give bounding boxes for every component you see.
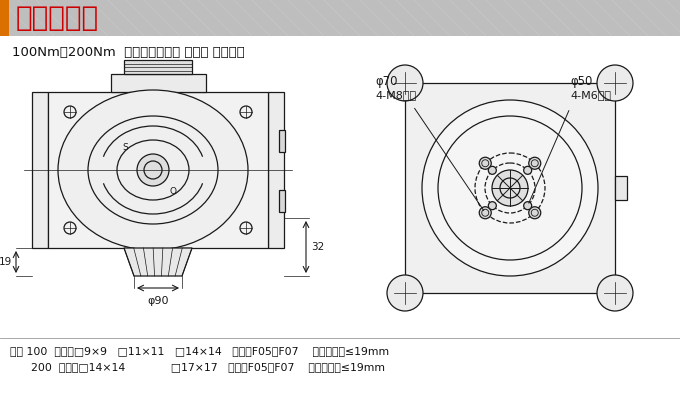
Circle shape: [597, 275, 633, 311]
Circle shape: [387, 275, 423, 311]
Bar: [0, 0, 9, 36]
Bar: [124, 60, 192, 74]
Text: 安装示意图: 安装示意图: [16, 4, 99, 32]
Bar: [0, 0, 680, 36]
Text: 19: 19: [0, 257, 12, 267]
Text: 4-M6均布: 4-M6均布: [570, 90, 611, 100]
Polygon shape: [124, 248, 192, 276]
Circle shape: [529, 207, 541, 219]
Text: φ50: φ50: [570, 75, 592, 88]
Circle shape: [524, 166, 532, 174]
Ellipse shape: [58, 90, 248, 250]
Bar: [405, 83, 615, 293]
Text: φ70: φ70: [375, 75, 398, 88]
Bar: [279, 190, 285, 212]
Bar: [32, 92, 48, 248]
Bar: [615, 176, 627, 200]
Text: 100Nm、200Nm  防爆电动执行器 直装式 外形尺寸: 100Nm、200Nm 防爆电动执行器 直装式 外形尺寸: [12, 45, 245, 58]
Text: φ90: φ90: [148, 296, 169, 306]
Circle shape: [488, 166, 496, 174]
Text: 32: 32: [311, 242, 324, 252]
Circle shape: [529, 157, 541, 169]
Circle shape: [137, 154, 169, 186]
Text: 200  四方：□14×14             □17×17   法兰：F05、F07    阀杆：高度≤19mm: 200 四方：□14×14 □17×17 法兰：F05、F07 阀杆：高度≤19…: [10, 362, 385, 372]
Bar: [279, 130, 285, 152]
Bar: [48, 92, 268, 248]
Circle shape: [524, 202, 532, 210]
Bar: [110, 74, 205, 92]
Circle shape: [422, 100, 598, 276]
Circle shape: [387, 65, 423, 101]
Text: S: S: [122, 143, 128, 153]
Bar: [268, 92, 284, 248]
Circle shape: [492, 170, 528, 206]
Circle shape: [479, 157, 491, 169]
Circle shape: [488, 202, 496, 210]
Text: 参数 100  四方：□9×9   □11×11   □14×14   法兰：F05、F07    阀杆：高度≤19mm: 参数 100 四方：□9×9 □11×11 □14×14 法兰：F05、F07 …: [10, 346, 389, 356]
Text: 4-M8均布: 4-M8均布: [375, 90, 416, 100]
Circle shape: [479, 207, 491, 219]
Circle shape: [597, 65, 633, 101]
Text: O: O: [169, 188, 177, 196]
